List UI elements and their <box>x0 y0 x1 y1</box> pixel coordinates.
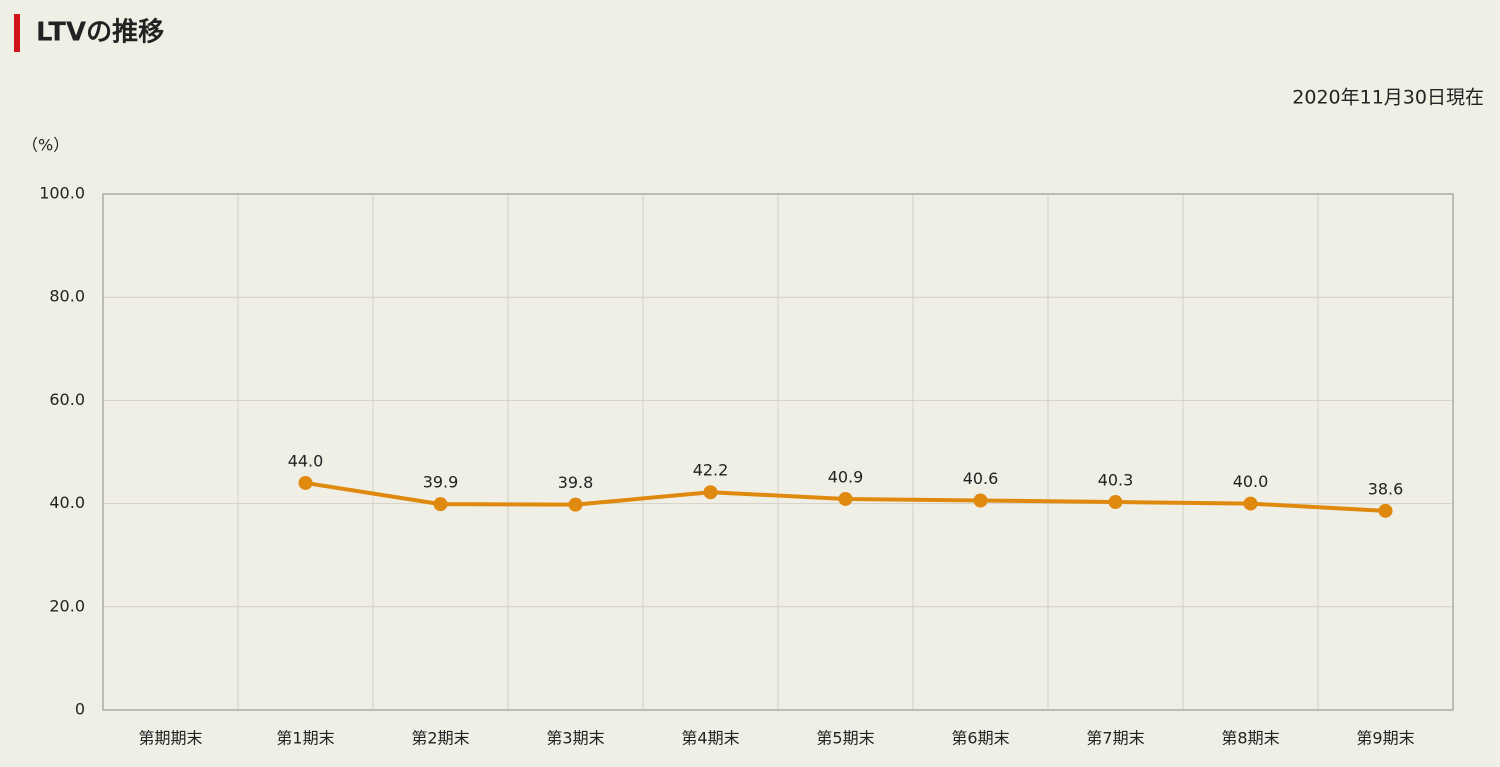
data-point <box>703 485 718 500</box>
as-of-date: 2020年11月30日現在 <box>1292 87 1484 109</box>
x-tick-label: 第6期末 <box>951 729 1009 748</box>
data-point <box>1243 496 1258 511</box>
x-tick-label: 第7期末 <box>1086 729 1144 748</box>
y-tick-label: 100.0 <box>39 184 85 203</box>
data-label: 44.0 <box>288 451 324 470</box>
x-tick-label: 第期期末 <box>138 729 202 748</box>
x-tick-label: 第9期末 <box>1356 729 1414 748</box>
data-point <box>433 497 448 512</box>
x-tick-label: 第8期末 <box>1221 729 1279 748</box>
data-point <box>568 497 583 512</box>
data-point <box>973 493 988 508</box>
x-tick-label: 第3期末 <box>546 729 604 748</box>
data-label: 39.9 <box>423 473 459 492</box>
data-label: 42.2 <box>693 461 729 480</box>
data-label: 40.3 <box>1098 471 1134 490</box>
data-label: 40.9 <box>828 467 864 486</box>
data-point <box>298 475 313 490</box>
data-point <box>1378 503 1393 518</box>
y-tick-label: 0 <box>75 700 85 719</box>
y-axis-unit: （%） <box>22 136 69 155</box>
y-tick-label: 40.0 <box>49 493 85 512</box>
data-label: 38.6 <box>1368 479 1404 498</box>
y-tick-label: 60.0 <box>49 390 85 409</box>
title-accent <box>14 14 20 52</box>
data-point <box>1108 495 1123 510</box>
data-label: 39.8 <box>558 473 594 492</box>
data-label: 40.6 <box>963 469 999 488</box>
x-tick-label: 第5期末 <box>816 729 874 748</box>
x-tick-label: 第1期末 <box>276 729 334 748</box>
plot-frame <box>102 193 1454 711</box>
data-point <box>838 491 853 506</box>
y-tick-label: 80.0 <box>49 287 85 306</box>
y-tick-label: 20.0 <box>49 596 85 615</box>
chart-title: LTVの推移 <box>36 18 164 48</box>
x-tick-label: 第2期末 <box>411 729 469 748</box>
x-tick-label: 第4期末 <box>681 729 739 748</box>
data-label: 40.0 <box>1233 472 1269 491</box>
